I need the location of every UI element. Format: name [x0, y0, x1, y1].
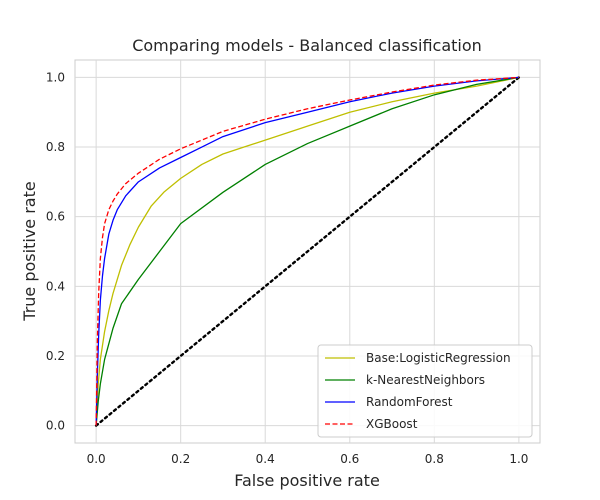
- y-axis-label: True positive rate: [20, 181, 39, 321]
- legend: Base:LogisticRegression k-NearestNeighbor…: [317, 344, 533, 438]
- diagonal-reference: [94, 76, 521, 427]
- legend-items: Base:LogisticRegression k-NearestNeighbor…: [325, 351, 511, 431]
- series-lines: [95, 76, 519, 426]
- y-tick-label: 0.4: [46, 279, 65, 293]
- y-tick-label: 0.6: [46, 210, 65, 224]
- series-line-randomforest: [95, 76, 519, 426]
- x-tick-label: 0.4: [256, 452, 275, 466]
- x-tick-labels: 0.0 0.2 0.4 0.6 0.8 1.0: [87, 452, 529, 466]
- y-tick-label: 1.0: [46, 70, 65, 84]
- x-tick-label: 1.0: [509, 452, 528, 466]
- series-line-xgboost: [95, 76, 519, 426]
- legend-box: [317, 344, 533, 438]
- x-tick-label: 0.0: [87, 452, 106, 466]
- legend-label: RandomForest: [366, 395, 453, 409]
- legend-label: Base:LogisticRegression: [366, 351, 511, 365]
- x-tick-label: 0.6: [340, 452, 359, 466]
- series-line-base-logisticregression: [95, 76, 519, 426]
- x-axis-label: False positive rate: [234, 471, 380, 490]
- legend-label: XGBoost: [366, 417, 418, 431]
- legend-label: k-NearestNeighbors: [366, 373, 485, 387]
- y-tick-label: 0.8: [46, 140, 65, 154]
- y-tick-label: 0.0: [46, 419, 65, 433]
- series-line-k-nearestneighbors: [95, 76, 519, 426]
- y-tick-label: 0.2: [46, 349, 65, 363]
- x-tick-label: 0.2: [171, 452, 190, 466]
- x-tick-label: 0.8: [425, 452, 444, 466]
- diagonal-line: [94, 76, 521, 427]
- chart-title: Comparing models - Balanced classificati…: [132, 36, 482, 55]
- y-tick-labels: 0.0 0.2 0.4 0.6 0.8 1.0: [46, 70, 65, 432]
